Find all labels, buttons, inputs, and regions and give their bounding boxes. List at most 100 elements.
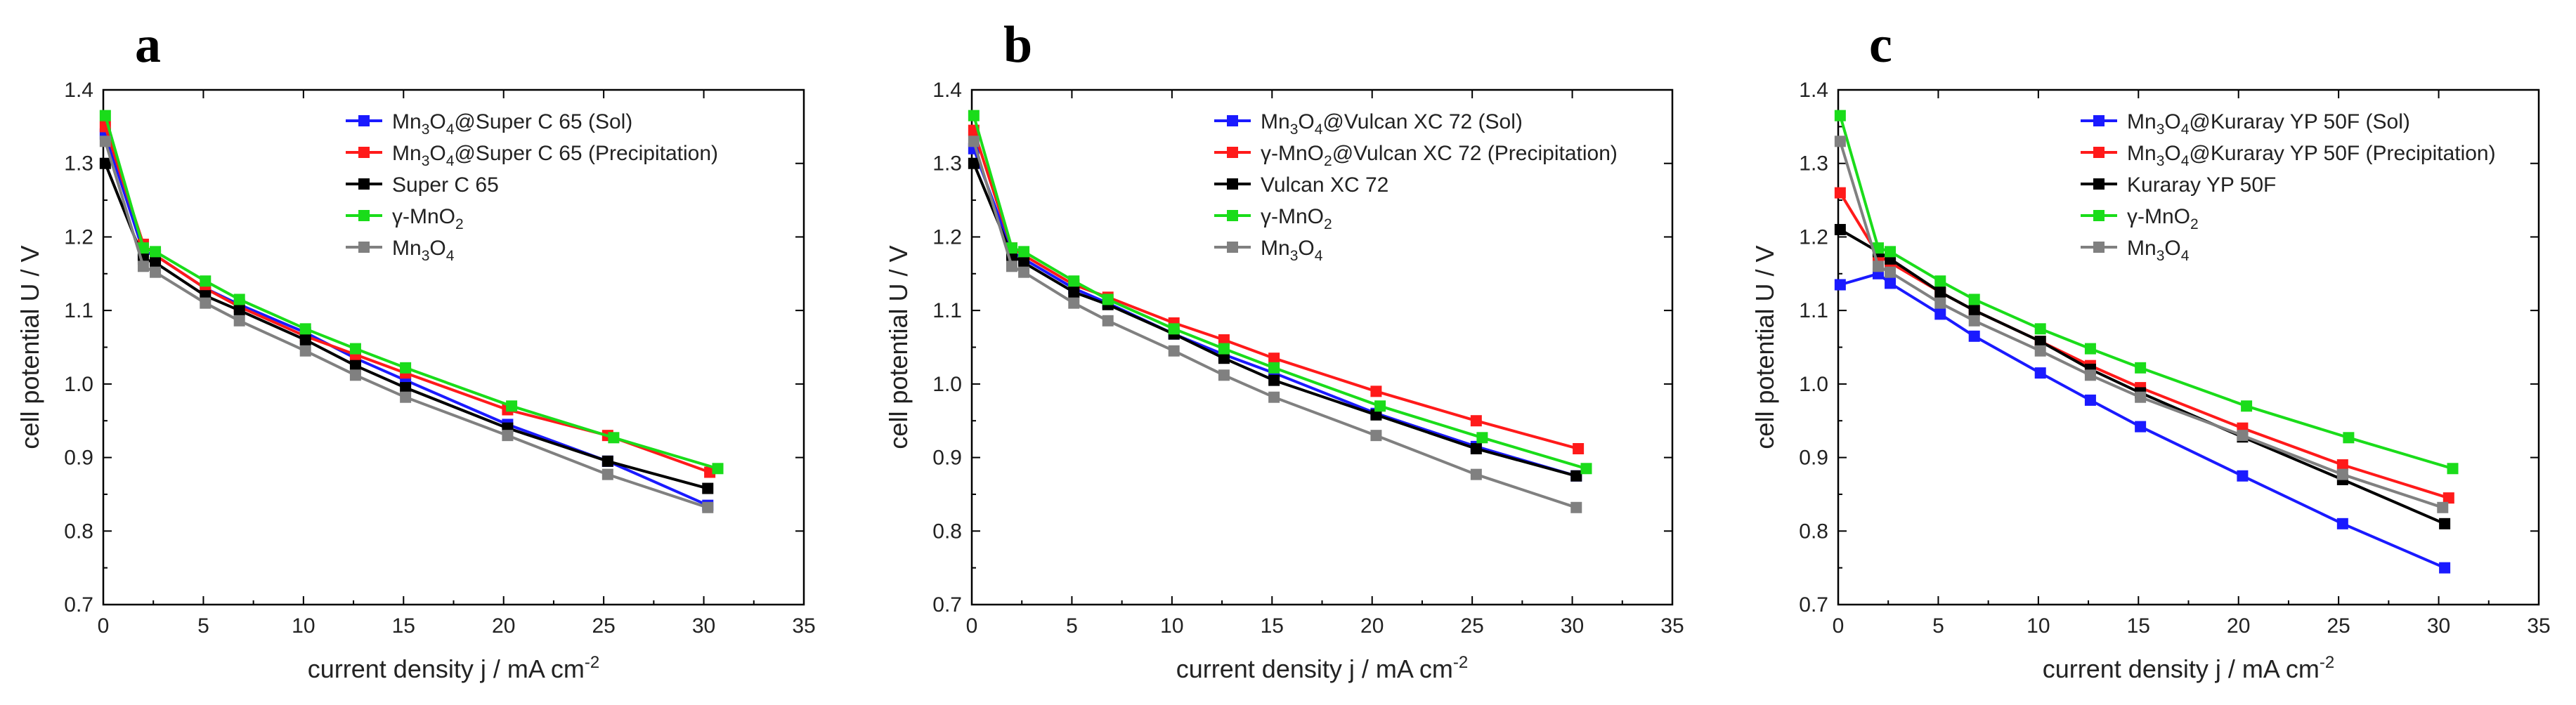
data-point: [1168, 323, 1180, 335]
legend-label: Mn3O4@Super C 65 (Sol): [392, 110, 632, 138]
legend-swatch-marker: [1227, 242, 1238, 253]
data-point: [99, 157, 111, 169]
x-tick-label: 30: [2427, 614, 2450, 638]
legend-label-part: Mn: [1261, 237, 1290, 260]
x-axis-title-main: current density j / mA cm: [1176, 654, 1453, 683]
data-point: [200, 275, 212, 287]
data-point: [233, 305, 245, 317]
legend-item: Mn3O4@Vulcan XC 72 (Sol): [1214, 110, 1523, 138]
y-tick-label: 0.9: [1799, 447, 1828, 470]
data-point: [1570, 501, 1582, 513]
x-tick-label: 10: [292, 614, 315, 638]
data-point: [2439, 562, 2451, 574]
legend-label-part: Vulcan XC 72: [1261, 173, 1388, 197]
data-point: [2034, 345, 2046, 357]
legend-label-part: O: [1298, 110, 1314, 133]
data-point: [2343, 432, 2355, 444]
y-tick-label: 1.2: [64, 225, 93, 249]
series-0: [1834, 268, 2451, 574]
y-tick-label: 1.3: [1799, 152, 1828, 176]
x-tick-label: 25: [592, 614, 615, 638]
legend-label-part: O: [429, 110, 445, 133]
data-point: [137, 242, 149, 254]
legend-swatch-marker: [358, 210, 370, 221]
legend-swatch-marker: [2093, 115, 2105, 126]
data-point: [299, 345, 311, 357]
legend-label: Mn3O4: [1261, 237, 1323, 264]
x-tick-label: 15: [2127, 614, 2150, 638]
x-tick-label: 20: [2227, 614, 2250, 638]
data-point: [1968, 315, 1980, 327]
data-point: [1268, 391, 1280, 403]
data-point: [702, 482, 714, 494]
legend-item: Super C 65: [346, 173, 499, 197]
legend-swatch-marker: [358, 115, 370, 126]
data-point: [1018, 266, 1030, 278]
x-tick-label: 15: [1261, 614, 1284, 638]
legend-label-part: O: [1298, 237, 1314, 260]
data-point: [233, 315, 245, 327]
data-point: [712, 463, 724, 475]
legend-label-subscript: 3: [2157, 121, 2165, 138]
data-point: [1068, 286, 1080, 298]
data-point: [1470, 443, 1482, 455]
data-point: [2034, 336, 2046, 348]
x-tick-label: 35: [2527, 614, 2550, 638]
legend-item: γ-MnO2: [2081, 205, 2199, 232]
legend-label: Mn3O4@Vulcan XC 72 (Sol): [1261, 110, 1523, 138]
data-point: [1834, 136, 1846, 147]
legend-swatch-marker: [358, 242, 370, 253]
data-point: [1968, 294, 1980, 305]
legend-swatch-marker: [2093, 210, 2105, 221]
legend-label-part: O: [429, 237, 445, 260]
legend-label: Mn3O4@Super C 65 (Precipitation): [392, 142, 718, 169]
legend-label-subscript: 3: [2157, 248, 2165, 264]
legend-label-subscript: 2: [2190, 216, 2199, 232]
legend-label-subscript: 4: [446, 121, 455, 138]
x-tick-label: 0: [966, 614, 978, 638]
legend-label-part: @Super C 65 (Sol): [454, 110, 632, 133]
y-tick-label: 0.7: [64, 593, 93, 617]
x-axis-title-superscript: -2: [2320, 653, 2334, 672]
x-axis-title-superscript: -2: [1453, 653, 1468, 672]
legend-label-part: Mn: [2127, 237, 2157, 260]
data-point: [1934, 297, 1946, 309]
y-tick-label: 0.7: [932, 593, 962, 617]
data-point: [2439, 518, 2451, 529]
legend-label-subscript: 4: [1315, 121, 1323, 138]
y-tick-label: 1.2: [932, 225, 962, 249]
x-axis-title-main: current density j / mA cm: [2043, 654, 2320, 683]
legend-label-part: @Vulcan XC 72 (Precipitation): [1332, 142, 1618, 165]
legend: Mn3O4@Vulcan XC 72 (Sol)γ-MnO2@Vulcan XC…: [1214, 110, 1618, 264]
data-point: [349, 343, 361, 355]
legend-item: Mn3O4@Super C 65 (Sol): [346, 110, 632, 138]
legend-item: Mn3O4@Kuraray YP 50F (Sol): [2081, 110, 2410, 138]
data-point: [1834, 110, 1846, 121]
x-tick-label: 35: [792, 614, 815, 638]
data-point: [1834, 223, 1846, 235]
data-point: [506, 400, 518, 412]
y-tick-label: 1.0: [1799, 373, 1828, 396]
data-point: [2447, 463, 2459, 475]
legend-label: Vulcan XC 72: [1261, 173, 1388, 197]
series-1: [1834, 187, 2454, 504]
data-point: [1934, 275, 1946, 287]
legend-label-part: Mn: [392, 142, 422, 165]
legend-label-subscript: 4: [446, 248, 455, 264]
data-point: [1068, 297, 1080, 309]
series-4: [968, 136, 1582, 513]
data-point: [1018, 246, 1030, 258]
data-point: [608, 432, 620, 444]
data-point: [400, 391, 412, 403]
legend-item: Kuraray YP 50F: [2081, 173, 2276, 197]
y-axis-title: cell potential U / V: [1750, 245, 1779, 449]
data-point: [502, 430, 514, 442]
data-point: [2034, 323, 2046, 335]
y-tick-label: 1.1: [1799, 299, 1828, 322]
legend-label-part: O: [2164, 110, 2180, 133]
x-tick-label: 0: [98, 614, 110, 638]
data-point: [1218, 369, 1230, 381]
data-point: [2336, 468, 2348, 480]
legend-label-subscript: 4: [2181, 248, 2190, 264]
data-point: [1872, 242, 1884, 254]
